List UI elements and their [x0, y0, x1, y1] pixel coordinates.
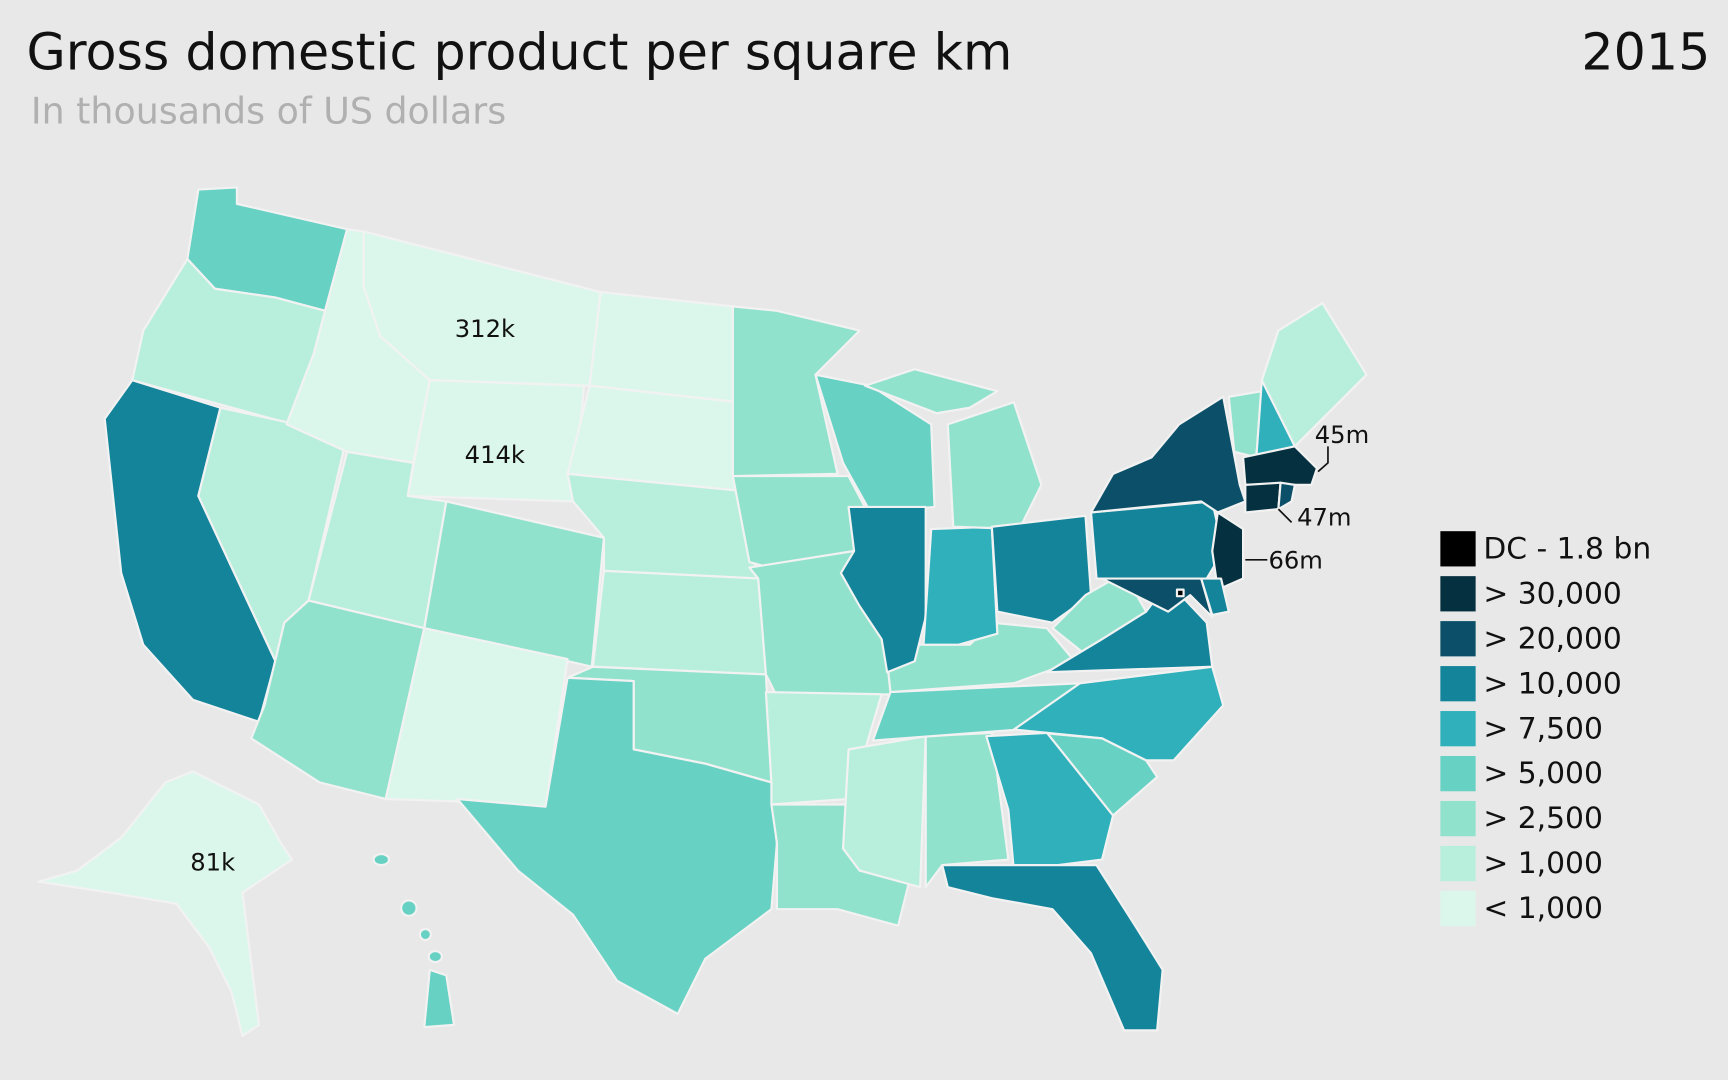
title: Gross domestic product per square km	[26, 22, 1012, 81]
legend-label: > 30,000	[1483, 576, 1621, 611]
legend-label: > 7,500	[1483, 711, 1603, 746]
state-region	[1242, 445, 1319, 486]
state-region	[841, 735, 927, 889]
state-region	[922, 525, 999, 646]
legend-label: > 10,000	[1483, 666, 1621, 701]
annotation: 47m	[1297, 503, 1351, 532]
state-region	[372, 852, 391, 867]
state-region	[941, 863, 1164, 1032]
annotation: 312k	[455, 314, 515, 343]
state-region	[1211, 511, 1245, 591]
legend-swatch	[1440, 666, 1476, 702]
state-region	[37, 770, 294, 1038]
legend-label: > 20,000	[1483, 621, 1621, 656]
state-region	[1089, 395, 1247, 514]
annotation: 66m	[1268, 546, 1322, 575]
legend-swatch	[1440, 890, 1476, 927]
legend-swatch	[1440, 845, 1476, 882]
legend-swatch	[1440, 800, 1476, 837]
annotation: 414k	[465, 440, 525, 469]
state-region	[1089, 500, 1225, 580]
state-region	[985, 731, 1115, 872]
state-region	[1200, 577, 1230, 617]
state-region	[566, 384, 740, 492]
state-region	[418, 927, 432, 942]
state-region	[839, 505, 927, 674]
state-region	[400, 899, 418, 917]
state-region	[427, 949, 444, 964]
annotation: 81k	[190, 848, 235, 877]
legend-swatch	[1440, 621, 1476, 657]
year: 2015	[1581, 22, 1710, 81]
state-region	[423, 968, 456, 1029]
legend-label: > 1,000	[1483, 846, 1603, 881]
legend-swatch	[1440, 531, 1476, 567]
legend-label: > 5,000	[1483, 756, 1603, 791]
legend-label: DC - 1.8 bn	[1483, 531, 1651, 566]
state-region	[456, 676, 779, 1015]
legend-swatch	[1440, 576, 1476, 612]
legend: DC - 1.8 bn > 30,000 > 20,000 > 10,000 > 7,5…	[1440, 531, 1651, 927]
state-region	[946, 401, 1043, 531]
state-region	[1244, 481, 1282, 514]
annotation-leader	[1245, 446, 1329, 561]
state-region	[1277, 481, 1296, 511]
annotation: 45m	[1315, 420, 1369, 449]
subtitle: In thousands of US dollars	[31, 89, 506, 132]
legend-swatch	[1440, 711, 1476, 747]
legend-label: > 2,500	[1483, 801, 1603, 836]
legend-label: < 1,000	[1483, 891, 1603, 926]
state-region	[588, 290, 740, 404]
state-region	[863, 368, 999, 415]
state-region	[1175, 588, 1185, 598]
states	[37, 186, 1368, 1038]
state-region	[591, 569, 768, 676]
legend-swatch	[1440, 756, 1476, 792]
state-region	[1100, 577, 1214, 619]
